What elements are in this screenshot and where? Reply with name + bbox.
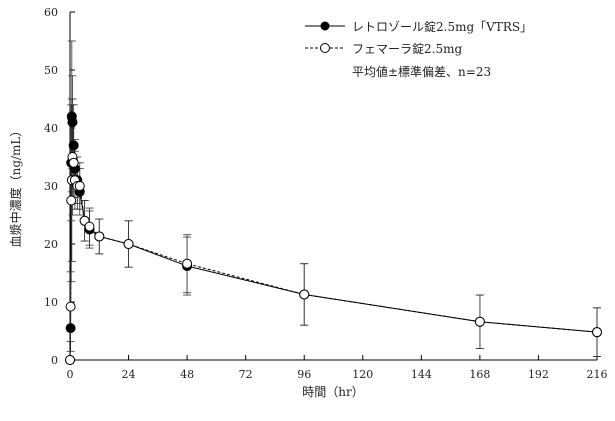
data-point	[474, 316, 485, 327]
y-tick-label: 60	[44, 6, 58, 19]
x-tick-label: 0	[67, 368, 74, 381]
legend: レトロゾール錠2.5mg「VTRS」 フェマーラ錠2.5mg 平均値±標準偏差、…	[305, 19, 532, 79]
legend-filled-marker	[320, 21, 330, 31]
x-tick-label: 96	[297, 368, 311, 381]
data-point	[68, 157, 79, 168]
x-tick-label: 216	[587, 368, 608, 381]
y-tick-label: 20	[44, 238, 58, 251]
data-point	[182, 258, 193, 269]
legend-series-1: レトロゾール錠2.5mg「VTRS」	[352, 19, 532, 34]
x-tick-label: 144	[411, 368, 432, 381]
x-tick-label: 24	[122, 368, 136, 381]
x-axis-label: 時間（hr）	[302, 385, 363, 399]
data-point	[123, 239, 134, 249]
legend-open-marker	[320, 43, 330, 53]
x-tick-label: 120	[352, 368, 373, 381]
y-tick-label: 40	[44, 122, 58, 135]
data-point	[84, 221, 95, 232]
y-axis-label: 血漿中濃度（ng/mL）	[8, 125, 23, 248]
data-point	[65, 355, 75, 365]
data-point	[66, 195, 77, 206]
x-tick-label: 72	[239, 368, 253, 381]
y-tick-label: 50	[44, 64, 58, 77]
series-line	[69, 116, 598, 361]
x-tick-label: 192	[528, 368, 549, 381]
y-tick-label: 10	[44, 296, 58, 309]
legend-note: 平均値±標準偏差、n=23	[352, 64, 491, 79]
data-point	[67, 117, 78, 128]
data-point	[94, 231, 105, 242]
x-tick-label: 168	[469, 368, 490, 381]
y-tick-label: 0	[51, 354, 58, 367]
data-point	[74, 181, 85, 191]
series-line	[69, 156, 598, 361]
y-tick-label: 30	[44, 180, 58, 193]
data-point	[65, 323, 76, 334]
data-point	[299, 289, 310, 300]
data-point	[65, 301, 76, 312]
x-tick-label: 48	[180, 368, 194, 381]
data-point	[68, 140, 79, 151]
legend-series-2: フェマーラ錠2.5mg	[352, 41, 462, 56]
data-point	[592, 327, 602, 338]
